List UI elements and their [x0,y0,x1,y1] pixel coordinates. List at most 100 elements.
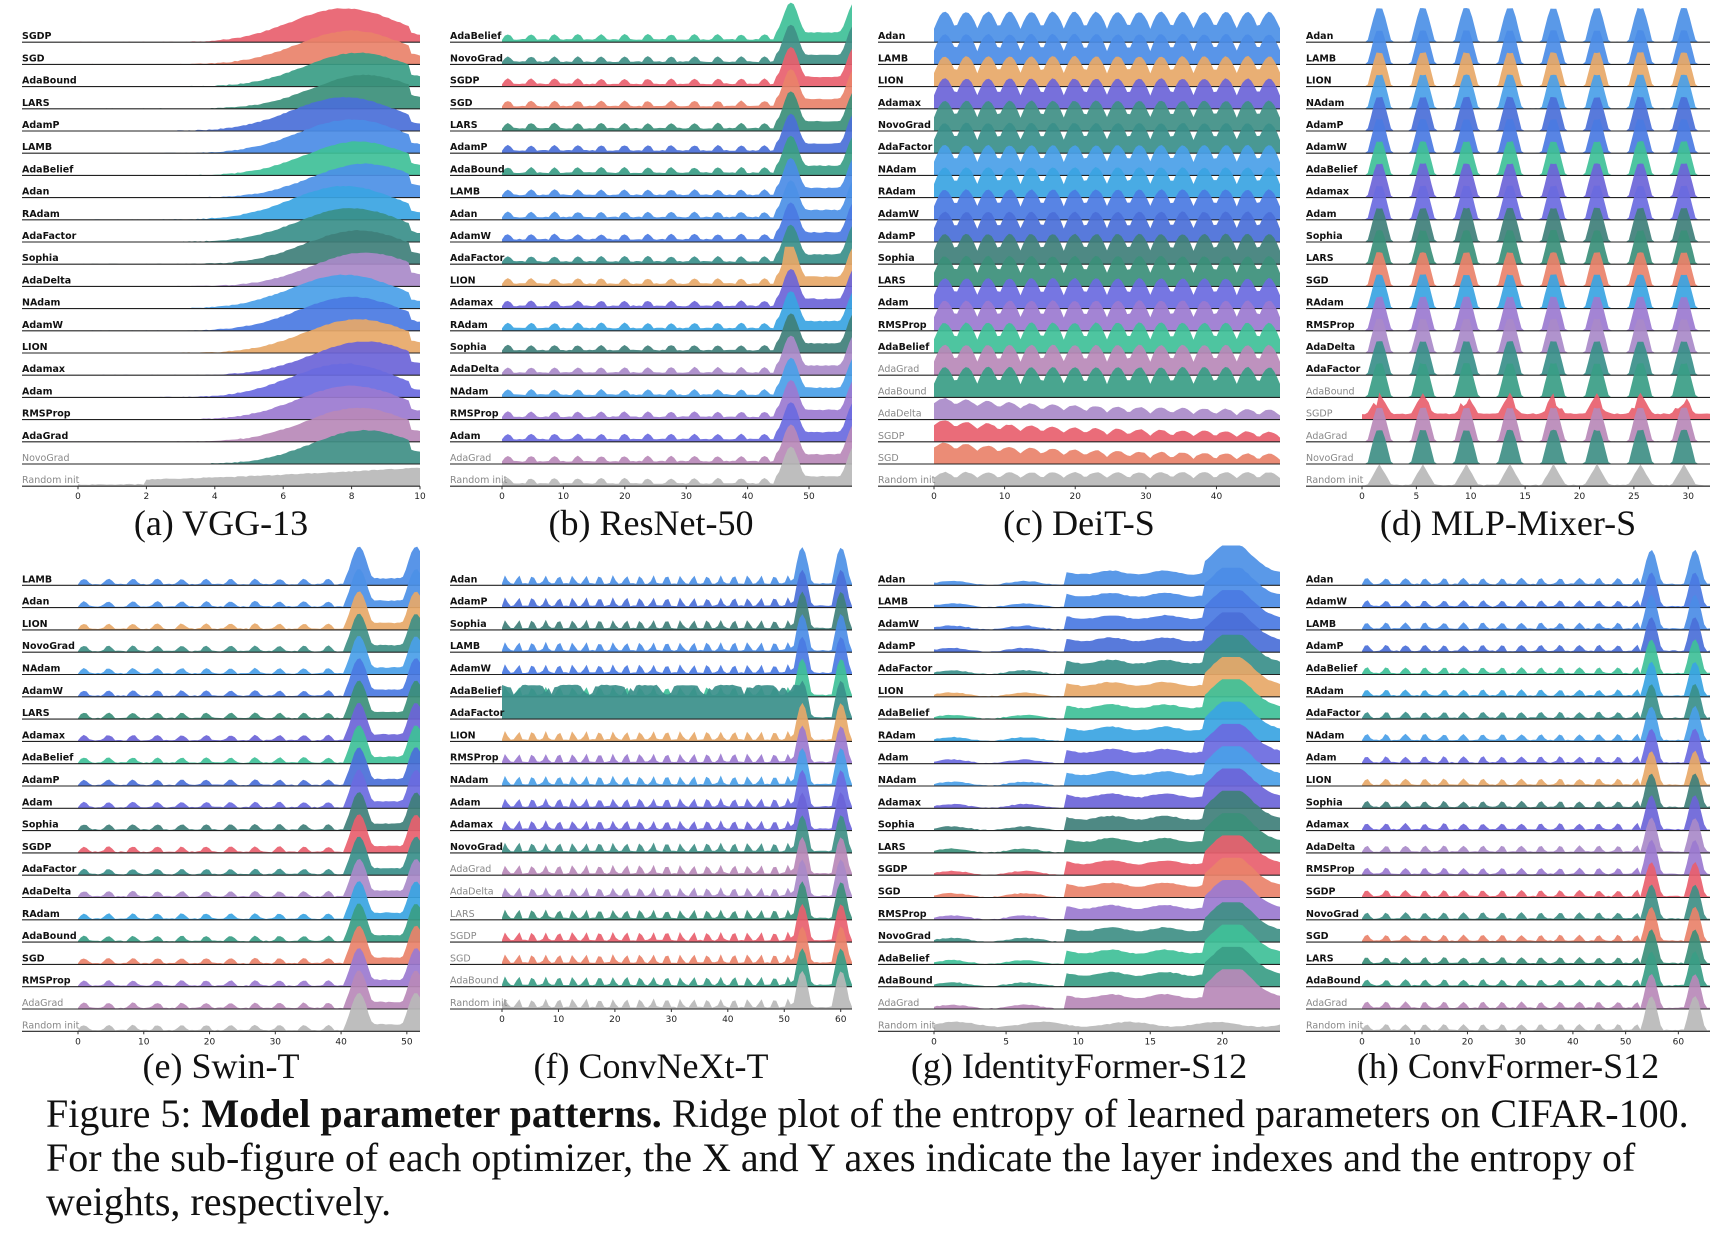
ridge-label-g-13: SGDP [878,864,908,875]
ridge-g-2 [934,590,1280,630]
ridge-g-13 [934,835,1280,876]
ridge-label-c-5: AdaFactor [878,142,933,153]
xtick-label-g-0: 0 [931,1037,937,1047]
ridge-b-17 [502,380,852,420]
ridge-d-19 [1362,429,1710,464]
ridge-e-10 [78,769,420,809]
ridge-label-h-4: AdaBelief [1306,664,1358,675]
ridge-label-h-1: AdamW [1306,597,1347,608]
ridge-g-10 [934,768,1280,809]
xtick-label-h-1: 10 [1409,1037,1421,1047]
ridge-label-f-16: SGDP [450,931,477,942]
ridge-label-d-13: RMSProp [1306,320,1355,331]
ridge-label-e-0: LAMB [22,574,52,585]
ridge-label-f-8: RMSProp [450,753,499,764]
ridge-label-c-15: AdaGrad [878,364,919,375]
ridge-label-e-15: RAdam [22,909,60,920]
ridge-c-11 [934,255,1280,287]
xtick-label-f-4: 40 [722,1015,734,1025]
subtitle-e: (e) Swin-T [143,1046,300,1086]
ridge-label-c-4: NovoGrad [878,120,931,131]
xtick-label-d-2: 10 [1465,492,1477,502]
ridge-label-c-14: AdaBelief [878,342,930,353]
ridge-d-12 [1362,274,1710,309]
xtick-label-a-4: 8 [349,492,355,502]
ridge-a-14 [78,319,420,353]
xtick-label-c-4: 40 [1211,492,1223,502]
ridge-e-8 [78,725,420,764]
ridge-e-7 [78,702,420,742]
ridge-label-b-0: AdaBelief [450,31,502,42]
ridge-label-g-17: AdaBelief [878,953,930,964]
ridge-b-11 [502,246,852,287]
ridge-d-16 [1362,363,1710,398]
xtick-label-f-0: 0 [499,1015,505,1025]
ridge-label-a-17: RMSProp [22,409,71,420]
ridge-d-6 [1362,141,1710,176]
ridge-d-9 [1362,207,1710,242]
ridge-label-g-7: RAdam [878,730,916,741]
ridge-g-7 [934,701,1280,742]
xtick-label-d-4: 20 [1574,492,1586,502]
ridge-label-a-12: NAdam [22,298,61,309]
xtick-label-f-3: 30 [666,1015,678,1025]
ridge-label-h-10: Sophia [1306,797,1343,808]
ridge-b-15 [502,335,852,376]
ridge-label-b-16: NAdam [450,386,489,397]
ridge-label-a-18: AdaGrad [22,431,68,442]
ridge-label-b-2: SGDP [450,76,480,87]
ridge-label-b-4: LARS [450,120,478,131]
ridge-label-g-9: NAdam [878,775,917,786]
ridge-a-19 [78,429,420,464]
xtick-label-h-4: 40 [1567,1037,1579,1047]
panel-a: SGDP SGD AdaBound LARS AdamP LAMB AdaBelief Ada… [22,8,426,543]
ridge-label-d-11: SGD [1306,275,1329,286]
ridge-c-14 [934,322,1280,353]
xtick-label-g-1: 5 [1003,1037,1009,1047]
xtick-label-c-0: 0 [931,492,937,502]
ridge-g-4 [934,634,1280,675]
ridge-b-0 [502,2,852,43]
caption-label: Figure 5: [46,1091,192,1136]
ridge-a-6 [78,141,420,176]
ridge-label-d-10: LARS [1306,253,1334,264]
ridge-label-e-11: Sophia [22,820,59,831]
xtick-label-f-5: 50 [779,1015,791,1025]
ridge-label-g-12: LARS [878,842,906,853]
ridge-label-h-16: SGD [1306,931,1329,942]
ridge-d-15 [1362,341,1710,376]
ridge-label-h-2: LAMB [1306,619,1336,630]
ridge-label-a-6: AdaBelief [22,164,74,175]
ridge-e-19 [78,970,420,1009]
ridge-label-d-16: AdaBound [1306,386,1355,397]
ridge-label-f-1: AdamP [450,597,487,608]
ridge-b-14 [502,313,852,353]
ridge-g-6 [934,679,1280,720]
ridge-label-e-19: AdaGrad [22,998,63,1009]
ridge-e-13 [78,836,420,876]
ridge-label-c-8: AdamW [878,209,919,220]
ridge-e-2 [78,591,420,630]
ridge-e-9 [78,747,420,786]
xtick-label-h-3: 30 [1514,1037,1526,1047]
ridge-c-20 [934,471,1280,487]
ridge-c-5 [934,122,1280,154]
ridge-label-f-5: AdaBelief [450,686,502,697]
ridge-label-a-8: RAdam [22,209,60,220]
ridge-label-e-8: AdaBelief [22,753,74,764]
ridge-e-0 [78,546,420,586]
xtick-label-h-6: 60 [1673,1037,1685,1047]
ridge-label-b-15: AdaDelta [450,364,499,375]
xtick-label-e-4: 40 [335,1037,347,1047]
ridge-c-9 [934,211,1280,242]
ridge-g-15 [934,880,1280,920]
subtitle-h: (h) ConvFormer-S12 [1357,1046,1659,1086]
ridge-label-c-0: Adan [878,31,906,42]
xtick-label-c-1: 10 [999,492,1011,502]
ridge-d-5 [1362,118,1710,154]
ridge-c-16 [934,366,1280,398]
ridge-b-13 [502,291,852,331]
ridge-label-c-20: Random init [878,475,936,486]
ridge-label-a-4: AdamP [22,120,59,131]
ridge-label-b-3: SGD [450,98,473,109]
